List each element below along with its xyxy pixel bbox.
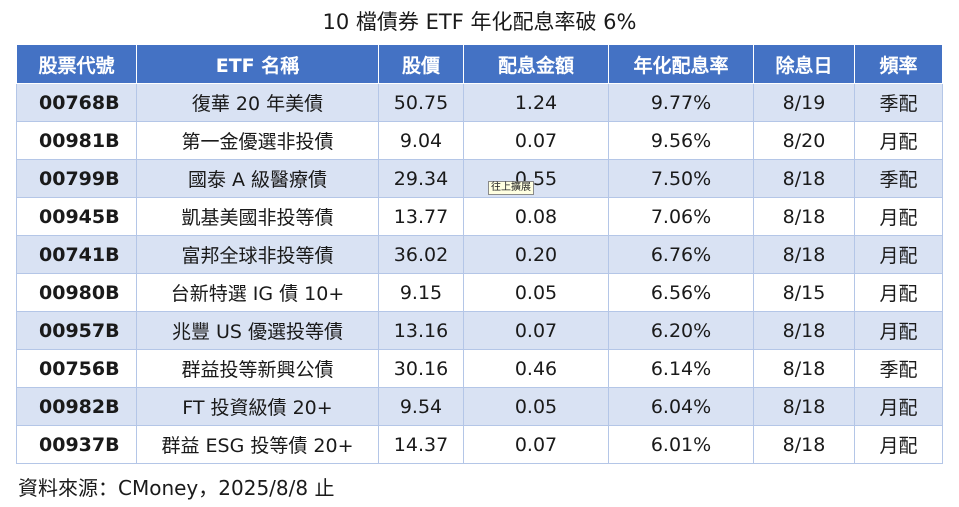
cell-price: 50.75 [378, 83, 464, 122]
cell-name: 群益投等新興公債 [136, 349, 379, 388]
cell-dividend: 0.07 [463, 425, 609, 464]
cell-dividend: 0.55 [463, 159, 609, 198]
cell-name: 兆豐 US 優選投等債 [136, 311, 379, 350]
table-row: 00981B 第一金優選非投債 9.04 0.07 9.56% 8/20 月配 [16, 121, 943, 160]
cell-yield: 9.77% [608, 83, 754, 122]
cell-yield: 7.06% [608, 197, 754, 236]
etf-table: 股票代號 ETF 名稱 股價 配息金額 年化配息率 除息日 頻率 00768B … [16, 44, 943, 464]
cell-price: 29.34 [378, 159, 464, 198]
cell-ex-date: 8/18 [753, 197, 855, 236]
cell-frequency: 月配 [854, 273, 943, 312]
cell-ex-date: 8/18 [753, 159, 855, 198]
cell-name: 國泰 A 級醫療債 [136, 159, 379, 198]
expand-tooltip: 往上擴展 [488, 181, 534, 195]
cell-code: 00945B [16, 197, 137, 236]
cell-price: 13.77 [378, 197, 464, 236]
cell-frequency: 季配 [854, 83, 943, 122]
cell-dividend: 0.46 [463, 349, 609, 388]
cell-frequency: 月配 [854, 235, 943, 274]
cell-name: 凱基美國非投等債 [136, 197, 379, 236]
cell-frequency: 季配 [854, 349, 943, 388]
cell-price: 36.02 [378, 235, 464, 274]
cell-name: 群益 ESG 投等債 20+ [136, 425, 379, 464]
cell-dividend: 0.20 [463, 235, 609, 274]
cell-dividend: 0.07 [463, 121, 609, 160]
cell-frequency: 月配 [854, 311, 943, 350]
cell-code: 00799B [16, 159, 137, 198]
cell-code: 00937B [16, 425, 137, 464]
cell-ex-date: 8/18 [753, 425, 855, 464]
cell-yield: 9.56% [608, 121, 754, 160]
table-row: 00982B FT 投資級債 20+ 9.54 0.05 6.04% 8/18 … [16, 387, 943, 426]
cell-ex-date: 8/18 [753, 235, 855, 274]
cell-name: 第一金優選非投債 [136, 121, 379, 160]
cell-frequency: 月配 [854, 387, 943, 426]
cell-code: 00982B [16, 387, 137, 426]
table-row: 00768B 復華 20 年美債 50.75 1.24 9.77% 8/19 季… [16, 83, 943, 122]
col-header-code: 股票代號 [16, 44, 137, 84]
cell-ex-date: 8/18 [753, 349, 855, 388]
table-row: 00756B 群益投等新興公債 30.16 0.46 6.14% 8/18 季配 [16, 349, 943, 388]
cell-dividend: 0.08 [463, 197, 609, 236]
cell-yield: 6.76% [608, 235, 754, 274]
cell-price: 9.15 [378, 273, 464, 312]
cell-yield: 6.20% [608, 311, 754, 350]
col-header-ex-date: 除息日 [753, 44, 855, 84]
cell-yield: 7.50% [608, 159, 754, 198]
col-header-yield: 年化配息率 [608, 44, 754, 84]
cell-price: 30.16 [378, 349, 464, 388]
cell-code: 00980B [16, 273, 137, 312]
cell-name: 復華 20 年美債 [136, 83, 379, 122]
cell-frequency: 月配 [854, 425, 943, 464]
page-title: 10 檔債券 ETF 年化配息率破 6% [322, 10, 637, 34]
cell-ex-date: 8/20 [753, 121, 855, 160]
cell-price: 14.37 [378, 425, 464, 464]
cell-ex-date: 8/15 [753, 273, 855, 312]
header-row: 股票代號 ETF 名稱 股價 配息金額 年化配息率 除息日 頻率 [16, 44, 943, 84]
cell-frequency: 月配 [854, 197, 943, 236]
table-row: 00945B 凱基美國非投等債 13.77 0.08 7.06% 8/18 月配 [16, 197, 943, 236]
table-row: 00799B 國泰 A 級醫療債 29.34 0.55 7.50% 8/18 季… [16, 159, 943, 198]
col-header-name: ETF 名稱 [136, 44, 379, 84]
cell-name: 台新特選 IG 債 10+ [136, 273, 379, 312]
table-row: 00937B 群益 ESG 投等債 20+ 14.37 0.07 6.01% 8… [16, 425, 943, 464]
table-row: 00741B 富邦全球非投等債 36.02 0.20 6.76% 8/18 月配 [16, 235, 943, 274]
cell-name: FT 投資級債 20+ [136, 387, 379, 426]
cell-yield: 6.01% [608, 425, 754, 464]
cell-dividend: 1.24 [463, 83, 609, 122]
cell-code: 00981B [16, 121, 137, 160]
cell-ex-date: 8/18 [753, 387, 855, 426]
cell-name: 富邦全球非投等債 [136, 235, 379, 274]
cell-frequency: 月配 [854, 121, 943, 160]
cell-code: 00957B [16, 311, 137, 350]
table-row: 00957B 兆豐 US 優選投等債 13.16 0.07 6.20% 8/18… [16, 311, 943, 350]
cell-dividend: 0.07 [463, 311, 609, 350]
cell-price: 9.04 [378, 121, 464, 160]
col-header-frequency: 頻率 [854, 44, 943, 84]
cell-code: 00756B [16, 349, 137, 388]
cell-code: 00741B [16, 235, 137, 274]
cell-ex-date: 8/19 [753, 83, 855, 122]
cell-yield: 6.14% [608, 349, 754, 388]
cell-dividend: 0.05 [463, 387, 609, 426]
cell-yield: 6.04% [608, 387, 754, 426]
cell-price: 13.16 [378, 311, 464, 350]
cell-price: 9.54 [378, 387, 464, 426]
source-note: 資料來源：CMoney，2025/8/8 止 [18, 476, 335, 500]
cell-code: 00768B [16, 83, 137, 122]
cell-ex-date: 8/18 [753, 311, 855, 350]
cell-dividend: 0.05 [463, 273, 609, 312]
cell-yield: 6.56% [608, 273, 754, 312]
table-row: 00980B 台新特選 IG 債 10+ 9.15 0.05 6.56% 8/1… [16, 273, 943, 312]
cell-frequency: 季配 [854, 159, 943, 198]
col-header-dividend: 配息金額 [463, 44, 609, 84]
col-header-price: 股價 [378, 44, 464, 84]
